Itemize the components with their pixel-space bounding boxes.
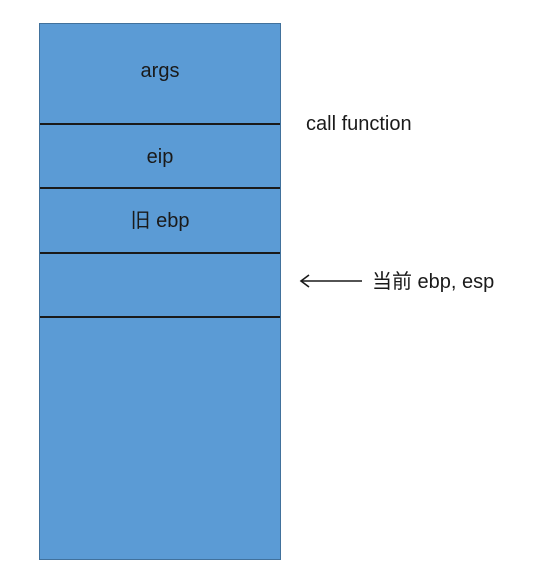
stack-divider-args-eip: [40, 123, 280, 125]
current-ebp-esp-label: 当前 ebp, esp: [372, 271, 495, 293]
call-function-label: call function: [306, 113, 412, 135]
stack-divider-eip-old-ebp: [40, 187, 280, 189]
stack-cell-args: args: [140, 60, 180, 82]
stack-cell-old-ebp: 旧 ebp: [130, 210, 190, 232]
left-arrow-icon: [299, 274, 362, 288]
stack-divider-current-rest: [40, 316, 280, 318]
stack-cell-eip: eip: [146, 146, 174, 168]
stack-divider-old-ebp-current: [40, 252, 280, 254]
stack-frame: args eip 旧 ebp: [39, 23, 281, 560]
